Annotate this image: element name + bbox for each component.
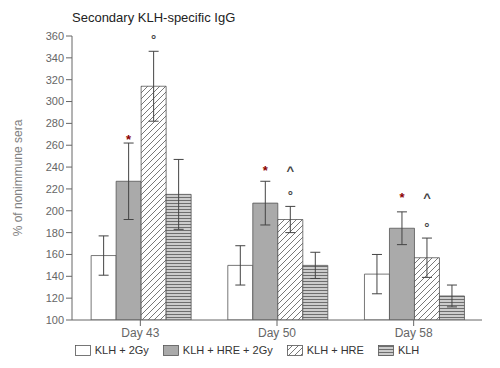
svg-text:Day 58: Day 58 [395, 326, 433, 340]
svg-text:^: ^ [423, 190, 431, 205]
html-text:KLH + HRE + 2Gy: KLH + HRE + 2Gy [182, 344, 273, 356]
svg-text:^: ^ [287, 163, 295, 178]
svg-text:340: 340 [46, 52, 64, 64]
svg-text:220: 220 [46, 183, 64, 195]
svg-text:Day 43: Day 43 [121, 326, 159, 340]
svg-text:160: 160 [46, 248, 64, 260]
html-text:KLH + HRE: KLH + HRE [306, 344, 364, 356]
html-text:Secondary KLH-specific IgG: Secondary KLH-specific IgG [72, 10, 236, 25]
svg-text:*: * [263, 163, 269, 178]
svg-text:*: * [126, 132, 132, 147]
svg-text:% of nonimmune sera: % of nonimmune sera [11, 119, 25, 236]
svg-text:180: 180 [46, 227, 64, 239]
svg-text:100: 100 [46, 314, 64, 326]
svg-text:°: ° [424, 220, 429, 235]
svg-text:*: * [399, 190, 405, 205]
svg-text:260: 260 [46, 139, 64, 151]
svg-text:°: ° [288, 188, 293, 203]
html-text:KLH + 2Gy: KLH + 2Gy [94, 344, 149, 356]
svg-text:300: 300 [46, 95, 64, 107]
svg-text:360: 360 [46, 30, 64, 42]
svg-text:140: 140 [46, 270, 64, 282]
svg-text:Day 50: Day 50 [258, 326, 296, 340]
svg-text:°: ° [151, 32, 156, 47]
svg-text:200: 200 [46, 205, 64, 217]
svg-text:280: 280 [46, 117, 64, 129]
svg-text:320: 320 [46, 74, 64, 86]
svg-text:240: 240 [46, 161, 64, 173]
html-text:KLH: KLH [397, 344, 420, 356]
svg-text:120: 120 [46, 292, 64, 304]
